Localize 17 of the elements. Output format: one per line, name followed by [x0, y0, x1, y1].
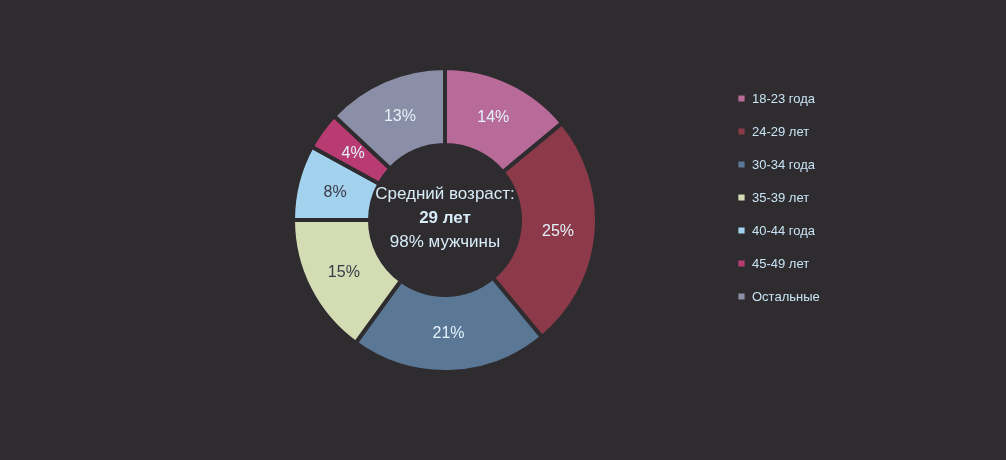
legend-label: 35-39 лет [752, 189, 810, 205]
data-label: 21% [432, 324, 465, 342]
data-label: 25% [541, 221, 575, 239]
legend-label: Остальные [752, 288, 820, 304]
data-label: 4% [341, 144, 365, 162]
legend-label: 18-23 года [752, 90, 816, 106]
data-label: 8% [323, 182, 347, 200]
legend-label: 45-49 лет [752, 255, 810, 271]
legend-label: 30-34 года [752, 156, 816, 172]
text: 29 лет [419, 208, 471, 227]
text: 98% мужчины [389, 232, 501, 251]
data-label: 14% [477, 108, 510, 126]
data-label: 13% [383, 106, 416, 124]
legend-label: 24-29 лет [752, 123, 810, 139]
text: Средний возраст: [375, 184, 515, 203]
data-label: 15% [327, 262, 360, 280]
legend-label: 40-44 года [752, 222, 816, 238]
